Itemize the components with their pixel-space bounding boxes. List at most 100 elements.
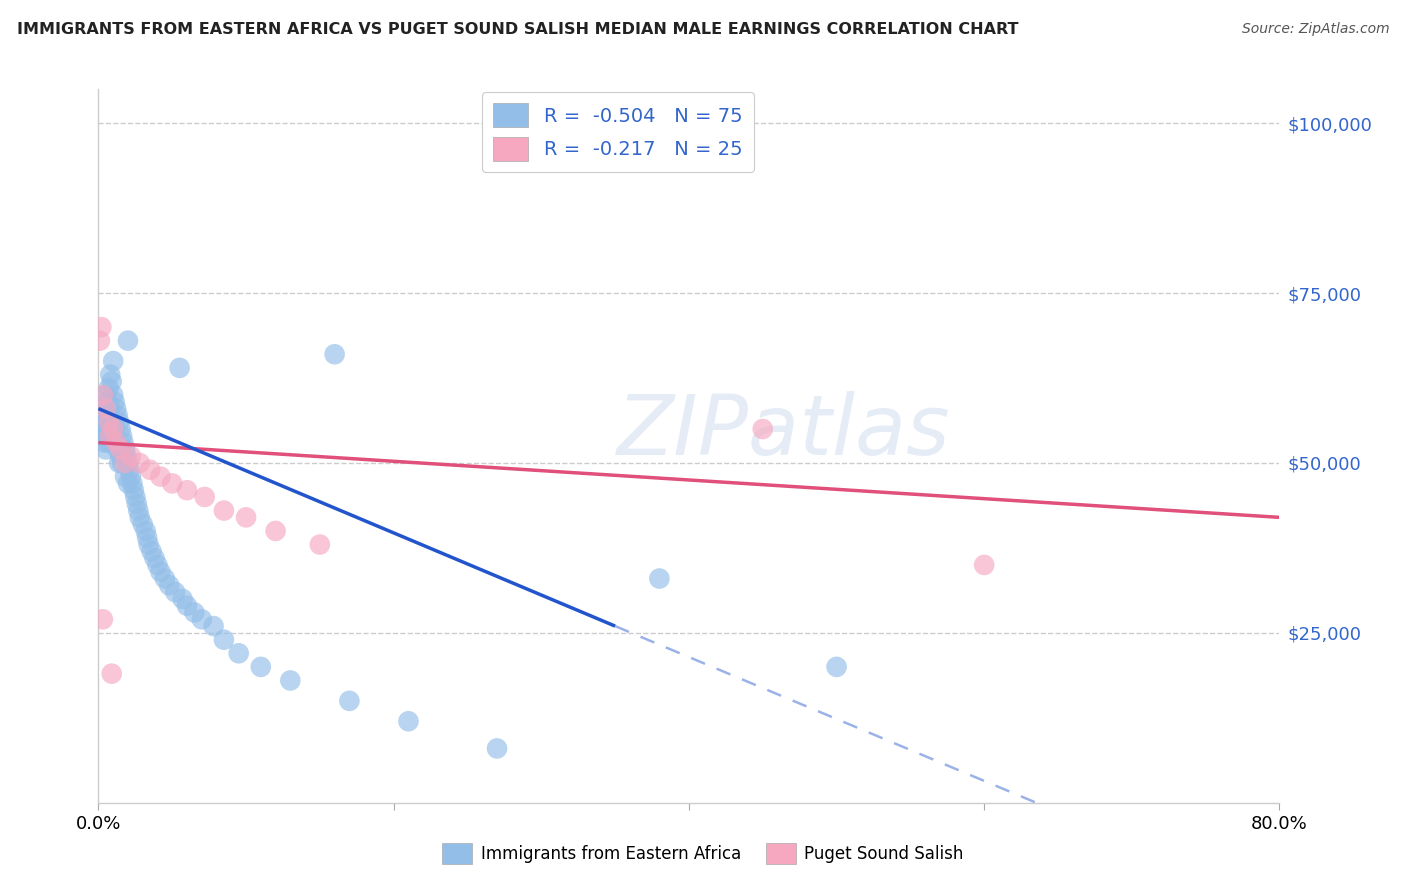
Point (157, 578, 180, 592)
Point (94, 442, 117, 457)
Point (100, 375, 122, 389)
Point (323, 347, 346, 361)
Point (228, 646, 250, 660)
Point (91, 429, 114, 443)
Point (104, 394, 127, 409)
Point (110, 442, 132, 457)
Point (486, 741, 509, 756)
Text: Source: ZipAtlas.com: Source: ZipAtlas.com (1241, 22, 1389, 37)
Point (124, 490, 146, 504)
Point (96, 422, 118, 436)
Point (176, 599, 198, 613)
Point (90, 320, 112, 334)
Point (115, 449, 138, 463)
Point (194, 490, 217, 504)
Point (128, 510, 150, 524)
Legend: R =  -0.504   N = 75, R =  -0.217   N = 25: R = -0.504 N = 75, R = -0.217 N = 25 (482, 92, 755, 172)
Point (97, 381, 120, 395)
Point (120, 449, 142, 463)
Point (105, 435, 128, 450)
Point (162, 476, 183, 491)
Point (93, 409, 115, 423)
Point (103, 354, 125, 368)
Point (125, 497, 148, 511)
Point (825, 660, 848, 674)
Point (183, 606, 205, 620)
Point (90, 422, 112, 436)
Point (169, 360, 191, 375)
Point (100, 415, 122, 429)
Point (114, 456, 136, 470)
Point (108, 456, 131, 470)
Point (280, 673, 302, 688)
Point (143, 551, 166, 566)
Point (93, 435, 115, 450)
Point (202, 619, 225, 633)
Point (110, 449, 132, 463)
Point (146, 558, 169, 572)
Point (103, 422, 125, 436)
Point (111, 456, 134, 470)
Point (141, 544, 163, 558)
Point (191, 612, 214, 626)
Point (752, 422, 775, 436)
Point (98, 401, 121, 416)
Point (91, 401, 114, 416)
Point (117, 334, 139, 348)
Point (107, 409, 129, 423)
Point (153, 572, 176, 586)
Point (110, 422, 132, 436)
Text: IMMIGRANTS FROM EASTERN AFRICA VS PUGET SOUND SALISH MEDIAN MALE EARNINGS CORREL: IMMIGRANTS FROM EASTERN AFRICA VS PUGET … (17, 22, 1018, 37)
Point (104, 422, 127, 436)
Point (89, 334, 111, 348)
Point (165, 585, 187, 599)
Point (212, 503, 235, 517)
Point (264, 524, 287, 538)
Point (96, 394, 118, 409)
Point (398, 714, 420, 729)
Point (91, 388, 114, 402)
Point (117, 456, 139, 470)
Text: ZIPatlas: ZIPatlas (617, 392, 950, 472)
Point (135, 524, 157, 538)
Point (235, 510, 257, 524)
Point (250, 660, 273, 674)
Point (121, 476, 143, 491)
Point (114, 442, 136, 457)
Point (89, 415, 111, 429)
Point (648, 572, 671, 586)
Point (132, 517, 155, 532)
Point (973, 558, 995, 572)
Point (103, 429, 125, 443)
Point (136, 531, 159, 545)
Point (97, 435, 120, 450)
Point (120, 469, 142, 483)
Point (339, 694, 361, 708)
Point (176, 483, 198, 498)
Point (98, 429, 121, 443)
Point (212, 632, 235, 647)
Point (94, 401, 117, 416)
Legend: Immigrants from Eastern Africa, Puget Sound Salish: Immigrants from Eastern Africa, Puget So… (436, 837, 970, 871)
Point (91, 612, 114, 626)
Point (149, 469, 172, 483)
Point (103, 388, 125, 402)
Point (98, 368, 121, 382)
Point (172, 591, 194, 606)
Point (127, 503, 149, 517)
Point (94, 415, 117, 429)
Point (139, 463, 162, 477)
Point (100, 666, 122, 681)
Point (114, 469, 136, 483)
Point (105, 401, 128, 416)
Point (97, 409, 120, 423)
Point (97, 415, 120, 429)
Point (118, 463, 141, 477)
Point (309, 537, 332, 551)
Point (94, 388, 117, 402)
Point (117, 476, 139, 491)
Point (112, 435, 135, 450)
Point (122, 483, 145, 498)
Point (138, 537, 160, 551)
Point (107, 442, 129, 457)
